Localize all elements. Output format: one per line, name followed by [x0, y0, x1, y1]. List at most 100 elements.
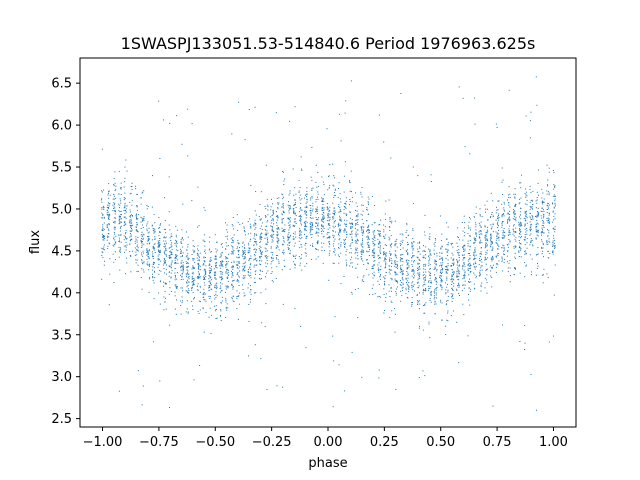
data-point	[213, 268, 215, 270]
data-point	[309, 204, 311, 206]
data-point	[265, 232, 267, 234]
data-point	[270, 251, 272, 253]
data-point	[267, 232, 269, 234]
data-point	[176, 272, 178, 274]
data-point	[198, 264, 200, 266]
data-point	[151, 224, 153, 226]
data-point	[115, 235, 117, 237]
data-point	[367, 232, 369, 234]
data-point	[136, 239, 138, 241]
data-point	[435, 264, 437, 266]
data-point	[131, 186, 133, 188]
data-point	[197, 283, 199, 285]
data-point	[401, 258, 402, 260]
data-point	[311, 258, 313, 260]
data-point	[485, 279, 487, 281]
data-point	[395, 294, 397, 296]
data-point	[451, 281, 453, 283]
data-point	[216, 267, 218, 269]
data-point	[413, 261, 414, 263]
data-point	[344, 390, 346, 392]
data-point	[227, 307, 229, 309]
data-point	[160, 223, 162, 225]
data-point	[507, 199, 508, 201]
data-point	[289, 218, 290, 220]
data-point	[368, 238, 370, 240]
data-point	[108, 218, 109, 220]
data-point	[501, 216, 503, 218]
data-point	[232, 252, 234, 254]
data-point	[194, 261, 196, 263]
data-point	[106, 239, 108, 241]
data-point	[441, 233, 443, 235]
data-point	[283, 251, 285, 253]
data-point	[474, 251, 476, 253]
data-point	[231, 285, 233, 286]
data-point	[338, 243, 340, 245]
data-point	[277, 239, 279, 241]
data-point	[295, 254, 297, 256]
data-point	[417, 263, 419, 265]
data-point	[131, 224, 133, 226]
data-point	[203, 276, 205, 278]
data-point	[491, 226, 493, 228]
data-point	[485, 263, 487, 265]
data-point	[406, 266, 408, 268]
data-point	[227, 287, 229, 289]
data-point	[261, 278, 262, 280]
data-point	[276, 197, 278, 199]
data-point	[496, 127, 498, 128]
data-point	[303, 222, 305, 223]
data-point	[129, 193, 131, 195]
data-point	[322, 230, 324, 232]
data-point	[361, 241, 363, 243]
data-point	[191, 278, 193, 280]
data-point	[406, 296, 408, 298]
data-point	[205, 272, 207, 274]
data-point	[450, 243, 452, 244]
data-point	[130, 226, 132, 228]
data-point	[428, 323, 430, 325]
data-point	[141, 220, 143, 222]
data-point	[350, 191, 352, 192]
data-point	[532, 245, 534, 247]
data-point	[147, 252, 149, 254]
data-point	[294, 263, 296, 265]
data-point	[255, 223, 257, 225]
data-point	[289, 253, 291, 254]
data-point	[181, 272, 183, 274]
data-point	[164, 282, 166, 284]
data-point	[225, 263, 227, 265]
data-point	[271, 235, 273, 237]
data-point	[383, 141, 385, 143]
data-point	[385, 255, 387, 257]
data-point	[340, 220, 342, 222]
data-point	[199, 309, 201, 311]
data-point	[378, 224, 380, 226]
data-point	[295, 264, 296, 266]
data-point	[165, 297, 166, 299]
data-point	[480, 231, 482, 233]
data-point	[170, 267, 172, 269]
data-point	[102, 226, 104, 228]
data-point	[199, 274, 200, 275]
data-point	[338, 182, 340, 184]
data-point	[181, 143, 183, 145]
data-point	[102, 239, 104, 241]
data-point	[130, 214, 132, 216]
data-point	[142, 224, 143, 226]
data-point	[408, 288, 410, 290]
data-point	[146, 225, 148, 227]
data-point	[282, 205, 284, 207]
data-point	[361, 246, 363, 248]
data-point	[333, 360, 335, 362]
data-point	[480, 230, 482, 232]
data-point	[136, 246, 138, 247]
data-point	[134, 242, 136, 244]
data-point	[247, 252, 249, 254]
data-point	[553, 245, 555, 247]
data-point	[427, 289, 429, 291]
data-point	[470, 265, 472, 267]
data-point	[469, 246, 471, 248]
data-point	[424, 312, 426, 314]
